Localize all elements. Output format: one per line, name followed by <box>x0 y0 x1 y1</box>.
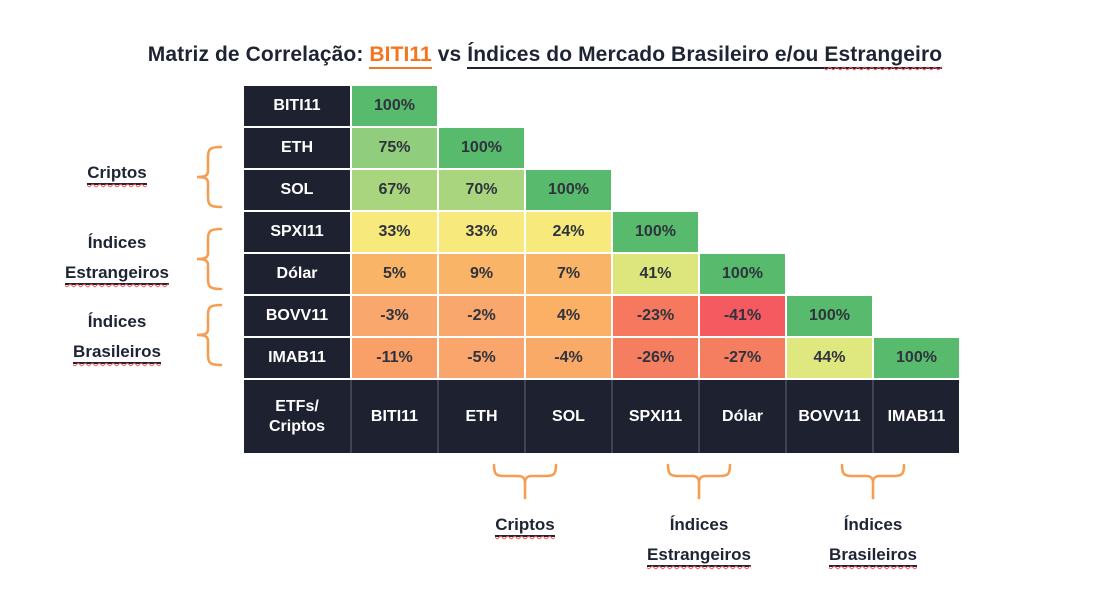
matrix-cell: 100% <box>439 128 524 168</box>
col-header-biti11: BITI11 <box>350 380 437 453</box>
matrix-cell-empty <box>526 128 611 168</box>
title-prefix: Matriz de Correlação: <box>147 43 370 66</box>
row-header-dólar: Dólar <box>244 254 350 294</box>
matrix-cell: 100% <box>874 338 959 378</box>
matrix-cell: 7% <box>526 254 611 294</box>
corner-header-etfs-criptos: ETFs/Criptos <box>244 380 350 453</box>
matrix-cell: 24% <box>526 212 611 252</box>
correlation-matrix: BITI11 100% ETH 75% 100% SOL 67% 70% 100% SPXI11 3… <box>244 86 959 378</box>
row-header-sol: SOL <box>244 170 350 210</box>
matrix-cell-empty <box>700 128 785 168</box>
matrix-cell: 5% <box>352 254 437 294</box>
matrix-cell: 100% <box>613 212 698 252</box>
title-vs: vs <box>431 43 468 66</box>
row-header-eth: ETH <box>244 128 350 168</box>
col-header-dólar: Dólar <box>698 380 785 453</box>
matrix-cell-empty <box>874 254 959 294</box>
matrix-cell-empty <box>787 128 872 168</box>
row-group-label-indices-estrangeiros: Índices Estrangeiros <box>37 228 197 288</box>
row-header-biti11: BITI11 <box>244 86 350 126</box>
matrix-cell-empty <box>874 212 959 252</box>
matrix-cell: 100% <box>700 254 785 294</box>
matrix-cell: 9% <box>439 254 524 294</box>
matrix-cell: 33% <box>439 212 524 252</box>
matrix-cell-empty <box>787 212 872 252</box>
page-title: Matriz de Correlação: BITI11 vs Índices … <box>0 43 1090 69</box>
matrix-cell: -41% <box>700 296 785 336</box>
matrix-cell: 100% <box>787 296 872 336</box>
matrix-cell: 100% <box>526 170 611 210</box>
matrix-cell: 70% <box>439 170 524 210</box>
matrix-cell-empty <box>787 254 872 294</box>
matrix-cell-empty <box>700 212 785 252</box>
matrix-cell-empty <box>526 86 611 126</box>
row-group-label-criptos: Criptos <box>37 158 197 188</box>
matrix-cell: 67% <box>352 170 437 210</box>
left-brace-criptos <box>196 145 223 209</box>
title-suffix-end: Estrangeiro <box>824 43 943 69</box>
matrix-cell: -11% <box>352 338 437 378</box>
matrix-cell-empty <box>700 86 785 126</box>
col-group-label-indices-estrangeiros: Índices Estrangeiros <box>619 510 779 570</box>
matrix-cell-empty <box>700 170 785 210</box>
col-header-sol: SOL <box>524 380 611 453</box>
matrix-cell: -26% <box>613 338 698 378</box>
col-header-spxi11: SPXI11 <box>611 380 698 453</box>
matrix-cell: 41% <box>613 254 698 294</box>
left-brace-indices-brasileiros <box>196 303 223 367</box>
matrix-cell-empty <box>874 128 959 168</box>
row-header-imab11: IMAB11 <box>244 338 350 378</box>
matrix-bottom-header: ETFs/Criptos BITI11 ETH SOL SPXI11 Dólar BOVV1… <box>244 380 959 453</box>
matrix-cell: 75% <box>352 128 437 168</box>
matrix-cell: -27% <box>700 338 785 378</box>
matrix-cell-empty <box>874 296 959 336</box>
row-header-spxi11: SPXI11 <box>244 212 350 252</box>
matrix-cell-empty <box>439 86 524 126</box>
title-suffix: Índices do Mercado Brasileiro e/ou <box>467 43 825 69</box>
matrix-cell-empty <box>613 86 698 126</box>
matrix-cell-empty <box>874 170 959 210</box>
bottom-brace-criptos <box>492 463 558 500</box>
bottom-brace-indices-estrangeiros <box>666 463 732 500</box>
row-group-label-indices-brasileiros: Índices Brasileiros <box>37 307 197 367</box>
corner-header-line: Criptos <box>269 417 325 435</box>
matrix-cell: 33% <box>352 212 437 252</box>
matrix-cell: -4% <box>526 338 611 378</box>
matrix-cell: -3% <box>352 296 437 336</box>
matrix-cell: 100% <box>352 86 437 126</box>
matrix-cell: -5% <box>439 338 524 378</box>
left-brace-indices-estrangeiros <box>196 227 223 291</box>
col-group-label-indices-brasileiros: Índices Brasileiros <box>793 510 953 570</box>
matrix-cell-empty <box>787 86 872 126</box>
matrix-cell-empty <box>787 170 872 210</box>
corner-header-line: ETFs/ <box>275 397 319 415</box>
matrix-cell: -2% <box>439 296 524 336</box>
matrix-cell-empty <box>613 128 698 168</box>
matrix-cell: 4% <box>526 296 611 336</box>
title-ticker-biti11: BITI11 <box>369 43 432 69</box>
col-header-bovv11: BOVV11 <box>785 380 872 453</box>
matrix-cell-empty <box>874 86 959 126</box>
bottom-brace-indices-brasileiros <box>840 463 906 500</box>
matrix-cell: -23% <box>613 296 698 336</box>
col-header-eth: ETH <box>437 380 524 453</box>
row-header-bovv11: BOVV11 <box>244 296 350 336</box>
matrix-cell: 44% <box>787 338 872 378</box>
col-header-imab11: IMAB11 <box>872 380 959 453</box>
col-group-label-criptos: Criptos <box>445 510 605 540</box>
matrix-cell-empty <box>613 170 698 210</box>
